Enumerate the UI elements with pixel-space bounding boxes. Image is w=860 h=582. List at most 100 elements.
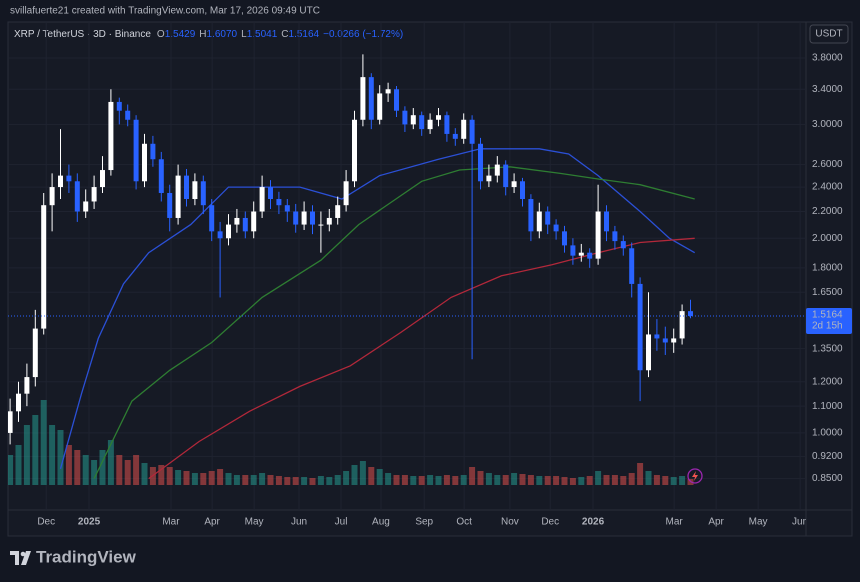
candle-body [58,175,63,188]
symbol: XRP / TetherUS · 3D · Binance [14,29,151,40]
currency[interactable]: USDT [815,29,842,40]
countdown: 2d 15h [812,321,843,332]
volume-bar [385,473,392,485]
candle-body [8,411,13,433]
plot-area [8,22,806,510]
alert-icon[interactable] [687,468,703,484]
volume-bar [443,475,450,485]
volume-bar [57,430,64,485]
candle-body [570,245,576,256]
volume-bar [49,425,56,485]
price-tag-value: 1.5164 [812,310,843,321]
candle-body [646,334,651,371]
volume-bar [536,476,543,485]
candle-body [318,224,324,226]
x-tick-label: Mar [162,517,180,528]
candle-body [394,89,399,111]
candle-body [486,175,492,182]
candle-body [688,311,693,317]
volume-bar [225,473,232,485]
x-tick-label: Sep [415,517,433,528]
volume-bar [284,477,291,485]
candle-body [629,248,635,284]
volume-bar [65,445,72,485]
candle-body [91,187,97,202]
candle-body [200,181,206,206]
candle-body [410,115,416,125]
candle-body [343,181,349,206]
candle-body [595,211,601,259]
candle-body [520,181,525,200]
volume-bar [8,455,14,485]
price-tag [806,308,852,335]
candle-body [326,217,332,225]
volume-bar [628,473,635,485]
volume-bar [662,476,669,485]
x-tick-label: May [749,517,768,528]
candle-body [478,143,483,182]
candle-body [578,252,584,256]
candle-body [142,143,147,182]
candle-body [108,101,114,171]
candle-body [276,199,282,206]
candle-body [133,119,139,182]
volume-bar [519,474,526,485]
volume-bar [141,463,148,485]
y-tick-label: 1.3500 [812,343,843,354]
candle-body [444,115,450,134]
ohlc-label: H [199,29,206,40]
volume-bar [359,461,366,485]
x-tick-label: Dec [541,517,559,528]
candle-body [217,231,223,239]
candle-body [32,328,38,378]
volume-bar [124,460,131,485]
volume-bar [595,471,602,485]
volume-bar [376,469,383,485]
chart-frame [7,21,853,537]
candle-body [377,93,383,120]
candle-body [41,205,47,329]
candle-body [360,77,366,120]
candle-body [268,187,273,200]
candle-body [167,192,173,218]
moving-average [93,166,695,479]
volume-bar [250,475,257,485]
volume-bar [82,455,89,485]
x-tick-label: May [245,517,264,528]
volume-bar [393,475,400,485]
candle-body [587,252,593,259]
candle-body [368,77,374,120]
volume-bar [679,476,686,485]
volume-bar [233,475,240,485]
symbol-legend: XRP / TetherUS · 3D · Binance O1.5429 H1.6… [14,29,403,40]
y-tick-label: 0.9200 [812,451,843,462]
candle-body [545,211,551,225]
x-tick-label: Aug [372,517,390,528]
y-tick-label: 1.6500 [812,287,843,298]
volume-bar [477,471,484,485]
volume-bar [645,471,652,485]
volume-bar [427,475,434,485]
candle-body [671,338,677,343]
y-tick-label: 2.4000 [812,182,843,193]
currency-box[interactable] [809,24,849,44]
volume-bar [191,473,198,485]
x-tick-label: Apr [708,517,724,528]
volume-bar [544,476,551,485]
candle-body [301,211,307,225]
price-axis: 3.8000 3.4000 3.0000 2.6000 2.4000 2.2000 2.00… [806,53,852,484]
volume-bar [74,450,81,485]
y-tick-label: 3.8000 [812,53,843,64]
logo-mark [21,551,31,565]
ohlc-value: 1.5429 [165,29,196,40]
candle-body [419,115,425,130]
volume-bar [569,478,576,485]
candle-body [259,187,265,212]
volume-bar [561,477,568,485]
volume-bar [158,465,165,485]
volume-bar [611,475,618,485]
volume-bar [23,425,30,485]
candle-body [461,119,467,139]
volume-bar [217,469,224,485]
logo-mark [10,551,19,565]
